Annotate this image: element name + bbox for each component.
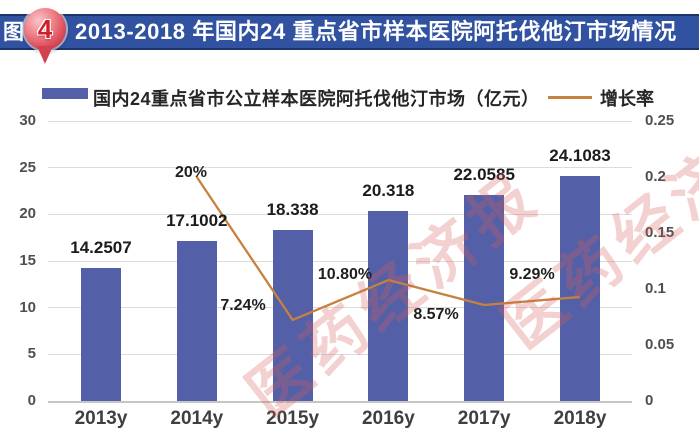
- figure-number: 4: [37, 14, 53, 44]
- x-axis-label-2014y: 2014y: [170, 408, 224, 429]
- gridline: [48, 353, 632, 355]
- y-axis-right-tick: 0.2: [645, 168, 666, 185]
- line-series-label: 增长率: [600, 89, 654, 109]
- bar-2018y: [560, 175, 600, 401]
- growth-rate-label: 10.80%: [317, 266, 373, 283]
- y-axis-left-tick: 5: [27, 345, 36, 363]
- bar-2013y: [81, 267, 121, 401]
- gridline: [48, 400, 632, 403]
- growth-rate-label: 9.29%: [509, 266, 555, 283]
- y-axis-left-tick: 30: [19, 112, 36, 129]
- growth-rate-label: 8.57%: [413, 306, 459, 323]
- bar-value-label: 18.338: [266, 199, 319, 219]
- x-axis-label-2013y: 2013y: [74, 408, 128, 429]
- growth-rate-label: 7.24%: [220, 297, 266, 314]
- y-axis-right-tick: 0.25: [645, 112, 675, 129]
- bar-series-swatch: [42, 88, 88, 99]
- y-axis-left-tick: 0: [27, 392, 36, 409]
- bar-value-label: 24.1083: [549, 145, 611, 165]
- y-axis-right-tick: 0.1: [645, 280, 666, 297]
- gridline: [48, 260, 632, 262]
- bar-value-label: 17.1002: [166, 211, 228, 231]
- bar-series-label: 国内24重点省市公立样本医院阿托伐他汀市场（亿元）: [93, 89, 540, 109]
- bar-value-label: 14.2507: [70, 237, 132, 257]
- title-banner: 图 4 2013-2018 年国内24 重点省市样本医院阿托伐他汀市场情况: [0, 8, 699, 64]
- y-axis-left-tick: 10: [19, 298, 36, 316]
- y-axis-left-tick: 15: [19, 252, 36, 269]
- bar-2015y: [272, 229, 313, 401]
- y-axis-left-tick: 20: [19, 205, 36, 223]
- gridline: [48, 120, 632, 122]
- gridline: [48, 213, 632, 215]
- bar-value-label: 20.318: [362, 181, 415, 201]
- x-axis-label-2017y: 2017y: [457, 408, 511, 429]
- growth-rate-label: 20%: [174, 164, 208, 181]
- line-series-swatch: [548, 96, 592, 99]
- figure-label: 图: [3, 21, 24, 44]
- x-axis-label-2018y: 2018y: [553, 408, 607, 429]
- y-axis-right-tick: 0: [645, 392, 654, 409]
- pin-tail: [37, 46, 53, 64]
- chart-title: 2013-2018 年国内24 重点省市样本医院阿托伐他汀市场情况: [75, 19, 677, 44]
- x-axis-label-2015y: 2015y: [266, 408, 320, 429]
- gridline: [48, 307, 632, 309]
- y-axis-left-tick: 25: [19, 158, 36, 176]
- x-axis-label-2016y: 2016y: [361, 408, 415, 429]
- bar-2014y: [176, 241, 217, 401]
- bar-value-label: 22.0585: [453, 165, 515, 185]
- bar-2017y: [464, 195, 505, 401]
- y-axis-right-tick: 0.15: [645, 224, 675, 241]
- gridline: [48, 167, 632, 169]
- y-axis-right-tick: 0.05: [645, 336, 675, 353]
- figure-number-pin-icon: 4: [24, 8, 66, 64]
